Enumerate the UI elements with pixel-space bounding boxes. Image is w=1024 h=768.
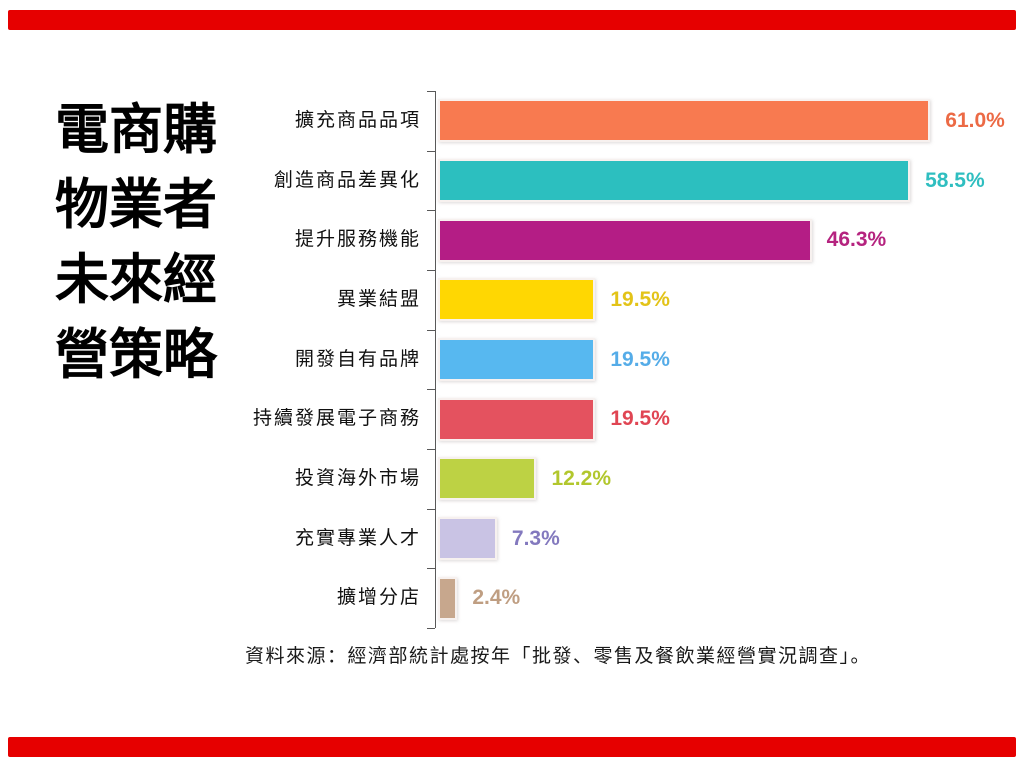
source-note: 資料來源：經濟部統計處按年「批發、零售及餐飲業經營實況調查」。 [245, 646, 872, 667]
bar-value-label: 19.5% [610, 347, 670, 371]
bar [438, 99, 931, 143]
slide-title: 電商購 物業者 未來經 營策略 [55, 93, 235, 393]
axis-tick [427, 628, 435, 630]
axis-tick [427, 449, 435, 451]
bar-row: 異業結盟 19.5% [0, 270, 1024, 330]
axis-tick [427, 210, 435, 212]
bar-value-label: 2.4% [472, 586, 521, 610]
bar-value-label: 12.2% [551, 467, 611, 491]
bar-value-label: 46.3% [826, 228, 887, 252]
axis-tick [427, 568, 435, 570]
category-label: 創造商品差異化 [273, 169, 421, 191]
bar [438, 397, 596, 441]
slide-title-line-4: 營策略 [55, 325, 217, 385]
category-label: 擴充商品品項 [294, 110, 421, 131]
category-label: 持續發展電子商務 [252, 408, 421, 430]
category-label: 擴增分店 [336, 587, 421, 609]
bar-row: 開發自有品牌 19.5% [0, 330, 1024, 390]
slide-title-line-1: 電商購 [55, 100, 217, 160]
bar [438, 517, 497, 561]
category-label: 提升服務機能 [294, 229, 421, 251]
top-accent-bar [8, 10, 1016, 30]
axis-tick [427, 270, 435, 271]
axis-tick [427, 508, 435, 510]
bar [438, 218, 812, 262]
category-label: 異業結盟 [336, 289, 421, 310]
bar [438, 338, 596, 381]
category-label: 充實專業人才 [294, 527, 421, 549]
bar-value-label: 19.5% [610, 407, 670, 431]
bar-row: 擴充商品品項 61.0% [0, 91, 1024, 151]
axis-tick [427, 150, 435, 152]
bar-row: 充實專業人才 7.3% [0, 509, 1024, 569]
y-axis-line [435, 91, 436, 629]
bar [438, 158, 911, 202]
bar-row: 投資海外市場 12.2% [0, 449, 1024, 509]
axis-tick [427, 329, 435, 331]
bar [438, 576, 458, 620]
bar-value-label: 7.3% [511, 526, 560, 550]
bar-value-label: 61.0% [945, 109, 1005, 132]
bar [438, 457, 537, 501]
axis-tick [427, 91, 435, 92]
slide-title-line-3: 未來經 [55, 250, 217, 310]
bar-value-label: 58.5% [925, 168, 985, 192]
category-label: 投資海外市場 [294, 468, 421, 490]
bar-row: 提升服務機能 46.3% [0, 210, 1024, 270]
axis-tick [427, 389, 435, 391]
slide-title-line-2: 物業者 [55, 175, 217, 235]
bar-value-label: 19.5% [610, 288, 670, 311]
bar-row: 持續發展電子商務 19.5% [0, 389, 1024, 449]
bar-row: 擴增分店 2.4% [0, 568, 1024, 628]
bottom-accent-bar [8, 737, 1016, 757]
bar [438, 278, 596, 322]
bar-row: 創造商品差異化 58.5% [0, 151, 1024, 211]
category-label: 開發自有品牌 [294, 348, 421, 370]
